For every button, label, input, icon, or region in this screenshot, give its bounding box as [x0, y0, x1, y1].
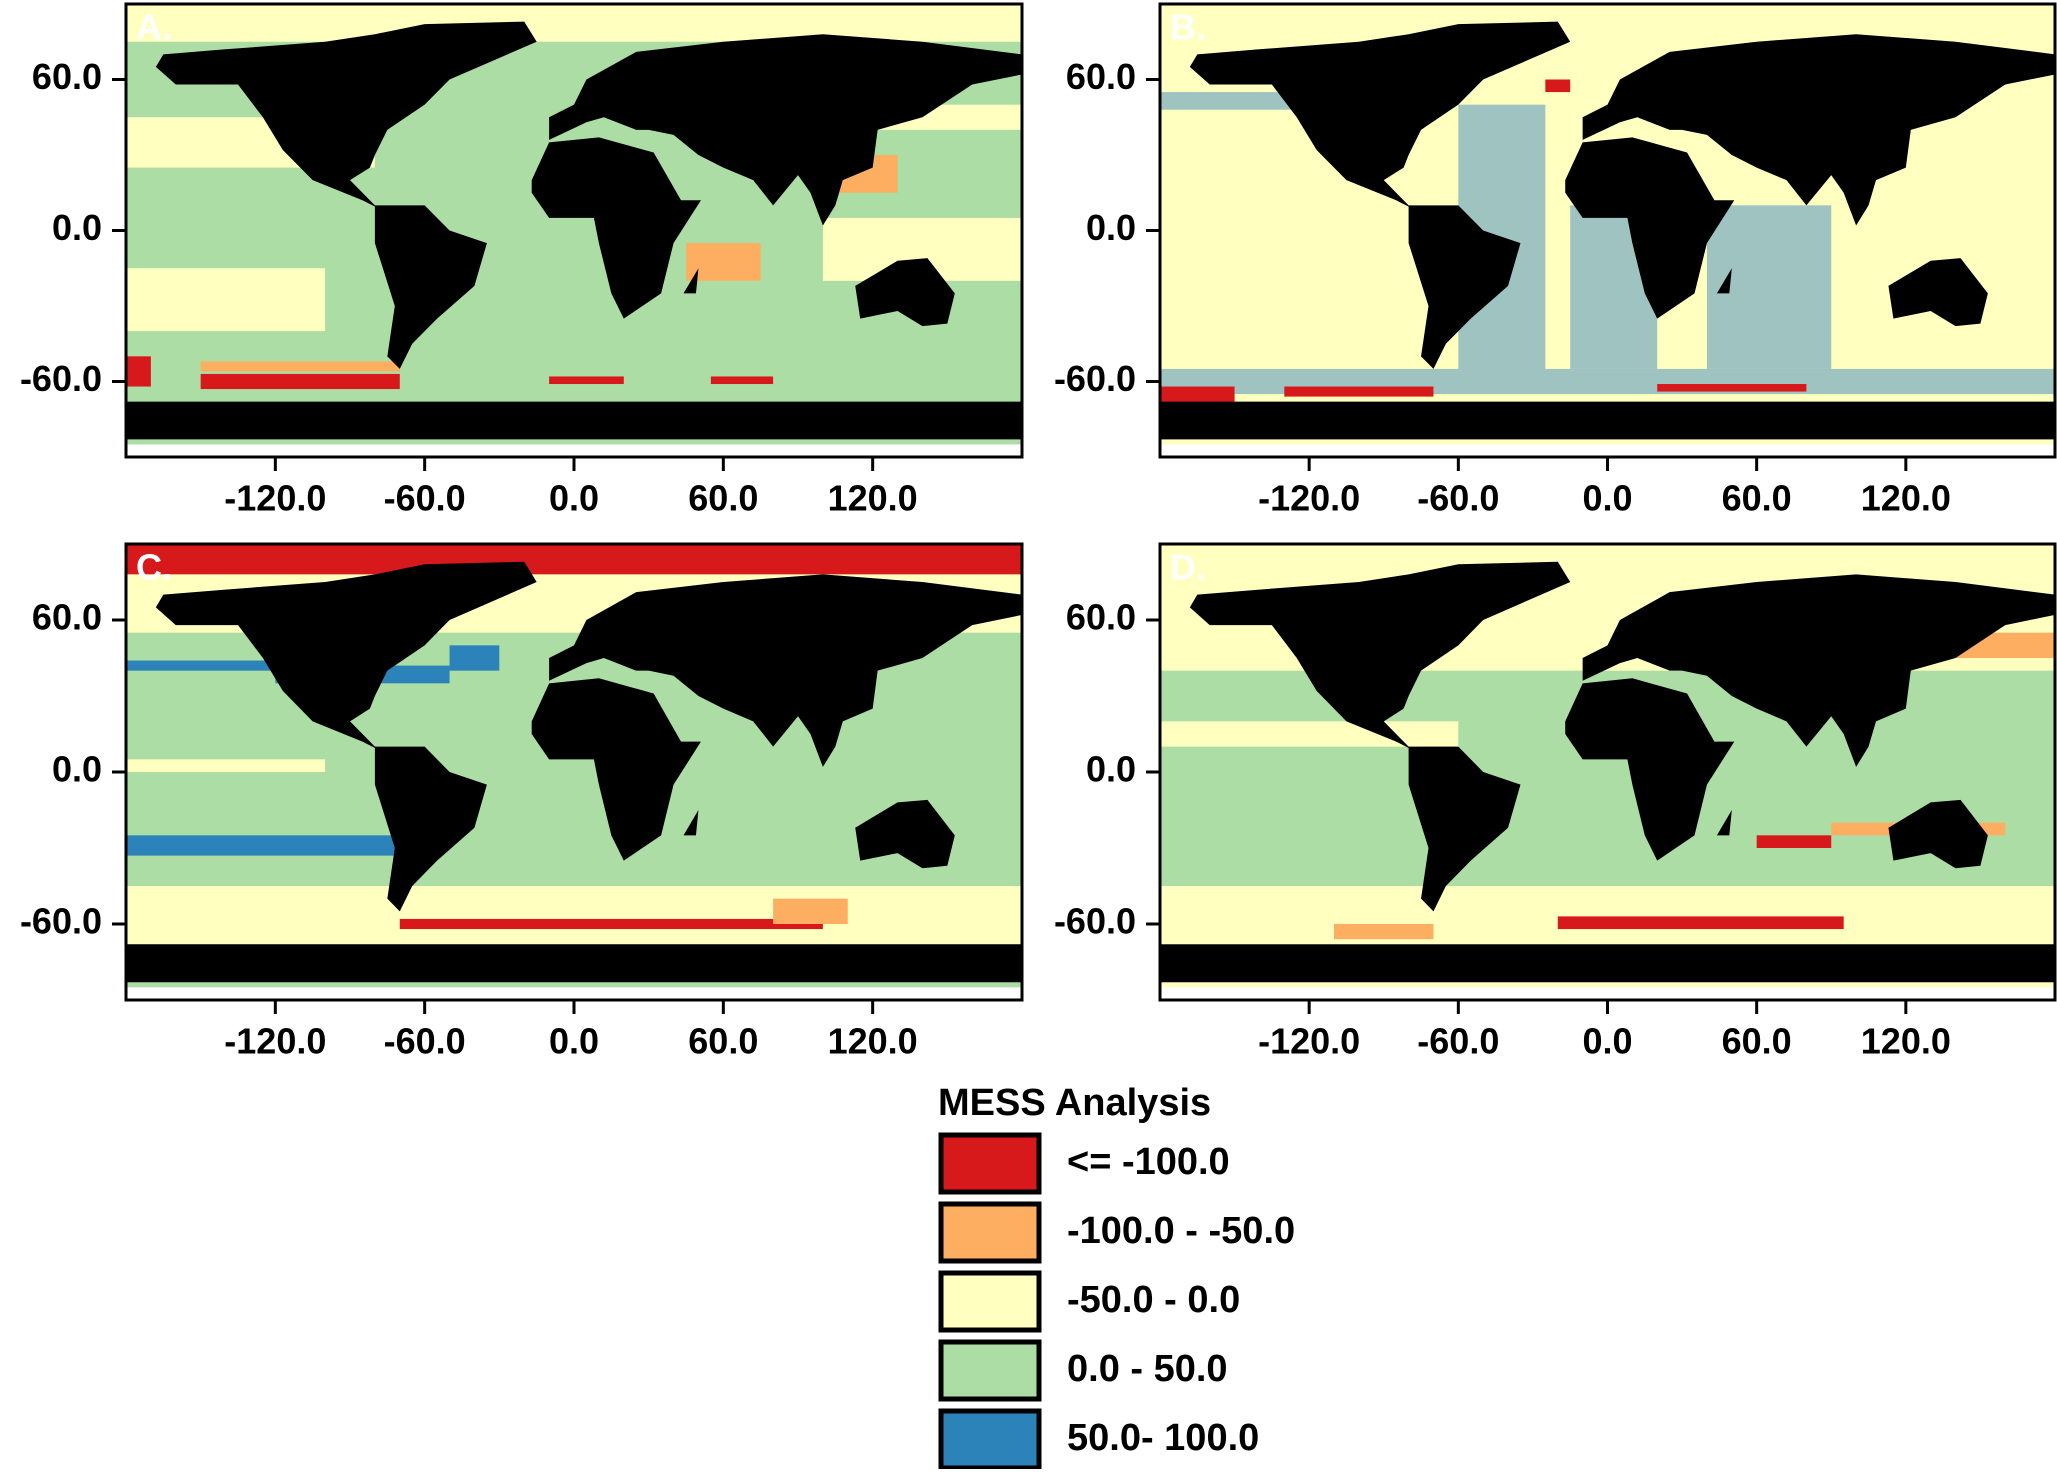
map-area — [1160, 544, 2055, 1000]
mess-region — [449, 645, 500, 671]
panel-label: B. — [1170, 7, 1206, 48]
legend-swatch — [938, 1339, 1042, 1402]
mess-region — [126, 356, 151, 387]
legend-label: -50.0 - 0.0 — [1067, 1279, 1240, 1321]
mess-region — [126, 544, 1022, 575]
mess-region — [399, 918, 823, 930]
x-tick-label: 60.0 — [688, 478, 758, 519]
map-panel: A. -120.0 -60.0 0.0 60.0 120.0 60.0 0.0 -60.0 — [20, 2, 1024, 519]
y-tick-label: 0.0 — [52, 207, 102, 248]
x-tick-label: -120.0 — [1258, 478, 1360, 519]
x-tick-label: -60.0 — [1417, 478, 1499, 519]
y-tick-label: 60.0 — [32, 597, 102, 638]
mess-region — [773, 898, 848, 924]
legend-swatch — [938, 1132, 1042, 1195]
x-tick-label: -60.0 — [384, 478, 466, 519]
legend-swatch — [938, 1408, 1042, 1471]
y-tick-label: -60.0 — [1054, 358, 1136, 399]
mess-region — [1160, 721, 1459, 747]
x-tick-label: 120.0 — [1861, 1021, 1951, 1062]
y-tick-label: 60.0 — [1066, 597, 1136, 638]
map-area — [1160, 4, 2055, 457]
mess-region — [549, 376, 624, 385]
legend: MESS Analysis <= -100.0 -100.0 - -50.0 -50… — [938, 1082, 1295, 1471]
y-tick-label: -60.0 — [20, 358, 102, 399]
y-tick-label: -60.0 — [20, 901, 102, 942]
map-panel: C. -120.0 -60.0 0.0 60.0 120.0 60.0 0.0 -60.0 — [20, 542, 1024, 1062]
x-tick-label: 120.0 — [1861, 478, 1951, 519]
x-tick-label: -120.0 — [224, 1021, 326, 1062]
panel-label: A. — [136, 7, 172, 48]
map-panel: D. -120.0 -60.0 0.0 60.0 120.0 60.0 0.0 -60.0 — [1054, 542, 2057, 1062]
legend-label: -100.0 - -50.0 — [1067, 1210, 1295, 1252]
panel-label: D. — [1170, 547, 1206, 588]
mess-region — [1756, 835, 1832, 848]
x-tick-label: -120.0 — [1258, 1021, 1360, 1062]
panel-label: C. — [136, 547, 172, 588]
legend-label: 50.0- 100.0 — [1067, 1417, 1259, 1459]
legend-swatch — [938, 1201, 1042, 1264]
map-panel: B. -120.0 -60.0 0.0 60.0 120.0 60.0 0.0 -60.0 — [1054, 2, 2057, 519]
mess-region — [126, 660, 301, 671]
x-tick-label: -60.0 — [384, 1021, 466, 1062]
mess-region — [200, 373, 400, 390]
mess-region — [686, 243, 761, 281]
x-tick-label: 120.0 — [828, 1021, 918, 1062]
y-tick-label: 0.0 — [1086, 749, 1136, 790]
y-tick-label: 60.0 — [1066, 56, 1136, 97]
x-tick-label: 120.0 — [828, 478, 918, 519]
mess-region — [710, 376, 774, 385]
legend-label: 0.0 - 50.0 — [1067, 1348, 1228, 1390]
x-tick-label: 0.0 — [1582, 1021, 1632, 1062]
mess-region — [126, 4, 1022, 42]
legend-swatch — [938, 1270, 1042, 1333]
x-tick-label: 60.0 — [1722, 1021, 1792, 1062]
mess-region — [126, 835, 425, 856]
panels: A. -120.0 -60.0 0.0 60.0 120.0 60.0 0.0 -60.0 B. -… — [20, 2, 2057, 1062]
mess-region — [1657, 384, 1807, 392]
x-tick-label: -120.0 — [224, 478, 326, 519]
mess-region — [1284, 386, 1434, 397]
mess-region — [126, 759, 326, 772]
y-tick-label: 60.0 — [32, 56, 102, 97]
mess-region — [200, 361, 400, 372]
mess-region — [1545, 79, 1571, 93]
mess-region — [1557, 916, 1844, 930]
x-tick-label: 60.0 — [688, 1021, 758, 1062]
x-tick-label: 0.0 — [549, 1021, 599, 1062]
mess-region — [1334, 924, 1434, 940]
x-tick-label: -60.0 — [1417, 1021, 1499, 1062]
map-area — [126, 4, 1022, 457]
map-area — [126, 544, 1022, 1000]
y-tick-label: 0.0 — [1086, 207, 1136, 248]
legend-label: <= -100.0 — [1067, 1141, 1230, 1183]
y-tick-label: -60.0 — [1054, 901, 1136, 942]
legend-title: MESS Analysis — [938, 1082, 1211, 1124]
x-tick-label: 0.0 — [1582, 478, 1632, 519]
x-tick-label: 0.0 — [549, 478, 599, 519]
mess-region — [126, 886, 1022, 945]
x-tick-label: 60.0 — [1722, 478, 1792, 519]
y-tick-label: 0.0 — [52, 749, 102, 790]
mess-region — [126, 268, 326, 332]
